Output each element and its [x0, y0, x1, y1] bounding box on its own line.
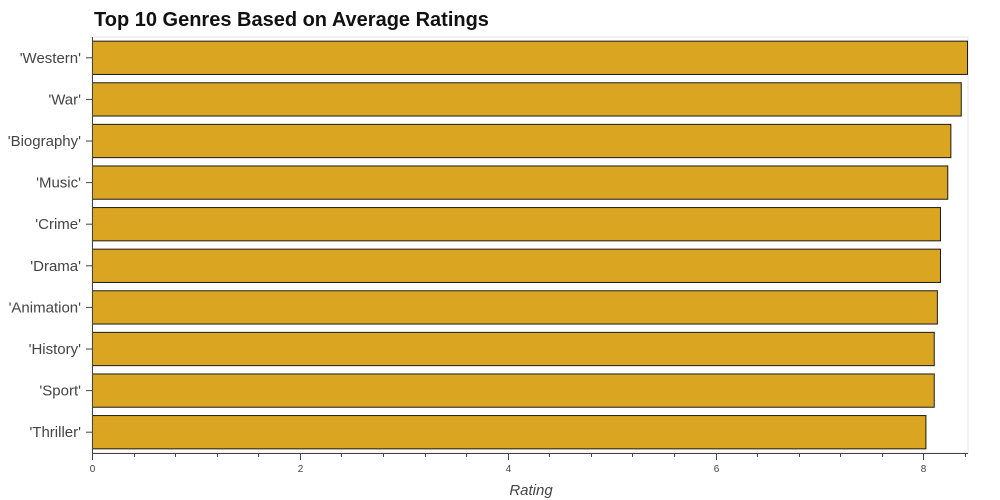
category-label: 'Biography' [8, 133, 81, 150]
bar [92, 165, 949, 200]
x-tick-label: 8 [921, 464, 927, 475]
chart-title: Top 10 Genres Based on Average Ratings [94, 9, 489, 31]
bar [92, 40, 968, 75]
category-label: 'Thriller' [29, 424, 81, 441]
bar [92, 415, 927, 450]
x-tick-label: 6 [714, 464, 720, 475]
x-tick-label: 4 [506, 464, 512, 475]
category-labels: 'Western' 'War' 'Biography' 'Music' 'Crime' '… [8, 50, 92, 441]
category-label: 'History' [29, 341, 82, 358]
category-label: 'War' [48, 91, 81, 108]
x-axis-label: Rating [509, 482, 553, 499]
bar [92, 123, 952, 159]
category-label: 'Western' [20, 50, 81, 67]
bar [92, 207, 941, 242]
category-label: 'Drama' [30, 258, 81, 275]
category-label: 'Music' [36, 175, 81, 192]
bars-layer [92, 40, 968, 450]
bar [92, 290, 938, 325]
x-tick-label: 2 [298, 464, 304, 475]
x-axis-ticks: 0 2 4 6 8 [90, 453, 966, 475]
category-label: 'Sport' [39, 383, 81, 400]
bar [92, 331, 935, 367]
category-label: 'Crime' [35, 216, 81, 233]
bar [92, 248, 941, 283]
x-tick-label: 0 [90, 464, 96, 475]
bar [92, 373, 935, 408]
category-label: 'Animation' [9, 299, 82, 316]
bar [92, 82, 962, 117]
